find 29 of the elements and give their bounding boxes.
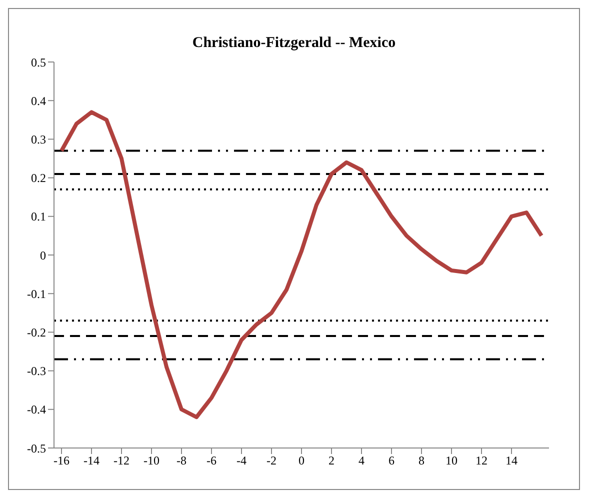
chart-title: Christiano-Fitzgerald -- Mexico: [191, 35, 397, 52]
y-tick-label: 0: [40, 248, 46, 262]
x-tick-label: 2: [328, 454, 334, 468]
y-tick-label: -0.3: [27, 364, 46, 378]
x-tick-label: -4: [236, 454, 246, 468]
y-tick-label: -0.1: [27, 286, 46, 301]
x-tick-label: -8: [176, 454, 186, 468]
x-tick-label: -16: [54, 454, 70, 468]
x-tick-label: 10: [446, 454, 458, 468]
x-tick-label: 0: [298, 454, 304, 468]
x-tick-label: 4: [358, 454, 364, 468]
x-tick-label: 14: [506, 454, 518, 468]
line-series: [60, 110, 544, 420]
y-tick-label: 0.5: [31, 55, 46, 70]
y-tick-label: -0.4: [27, 402, 46, 417]
x-tick-label: -6: [206, 454, 216, 468]
y-tick-label: 0.1: [31, 210, 46, 224]
x-tick-label: -10: [144, 454, 160, 468]
x-tick-label: -2: [266, 454, 276, 468]
x-tick-label: -14: [84, 454, 100, 468]
y-tick-label: 0.4: [31, 94, 46, 108]
y-tick-label: -0.2: [27, 325, 46, 340]
y-tick-label: 0.2: [31, 171, 46, 186]
y-tick-label: 0.3: [31, 132, 46, 146]
x-tick-label: 6: [388, 454, 394, 468]
x-tick-label: 8: [418, 454, 424, 468]
x-tick-label: -12: [114, 454, 130, 468]
y-tick-label: -0.5: [27, 441, 46, 456]
x-tick-label: 12: [476, 454, 488, 468]
